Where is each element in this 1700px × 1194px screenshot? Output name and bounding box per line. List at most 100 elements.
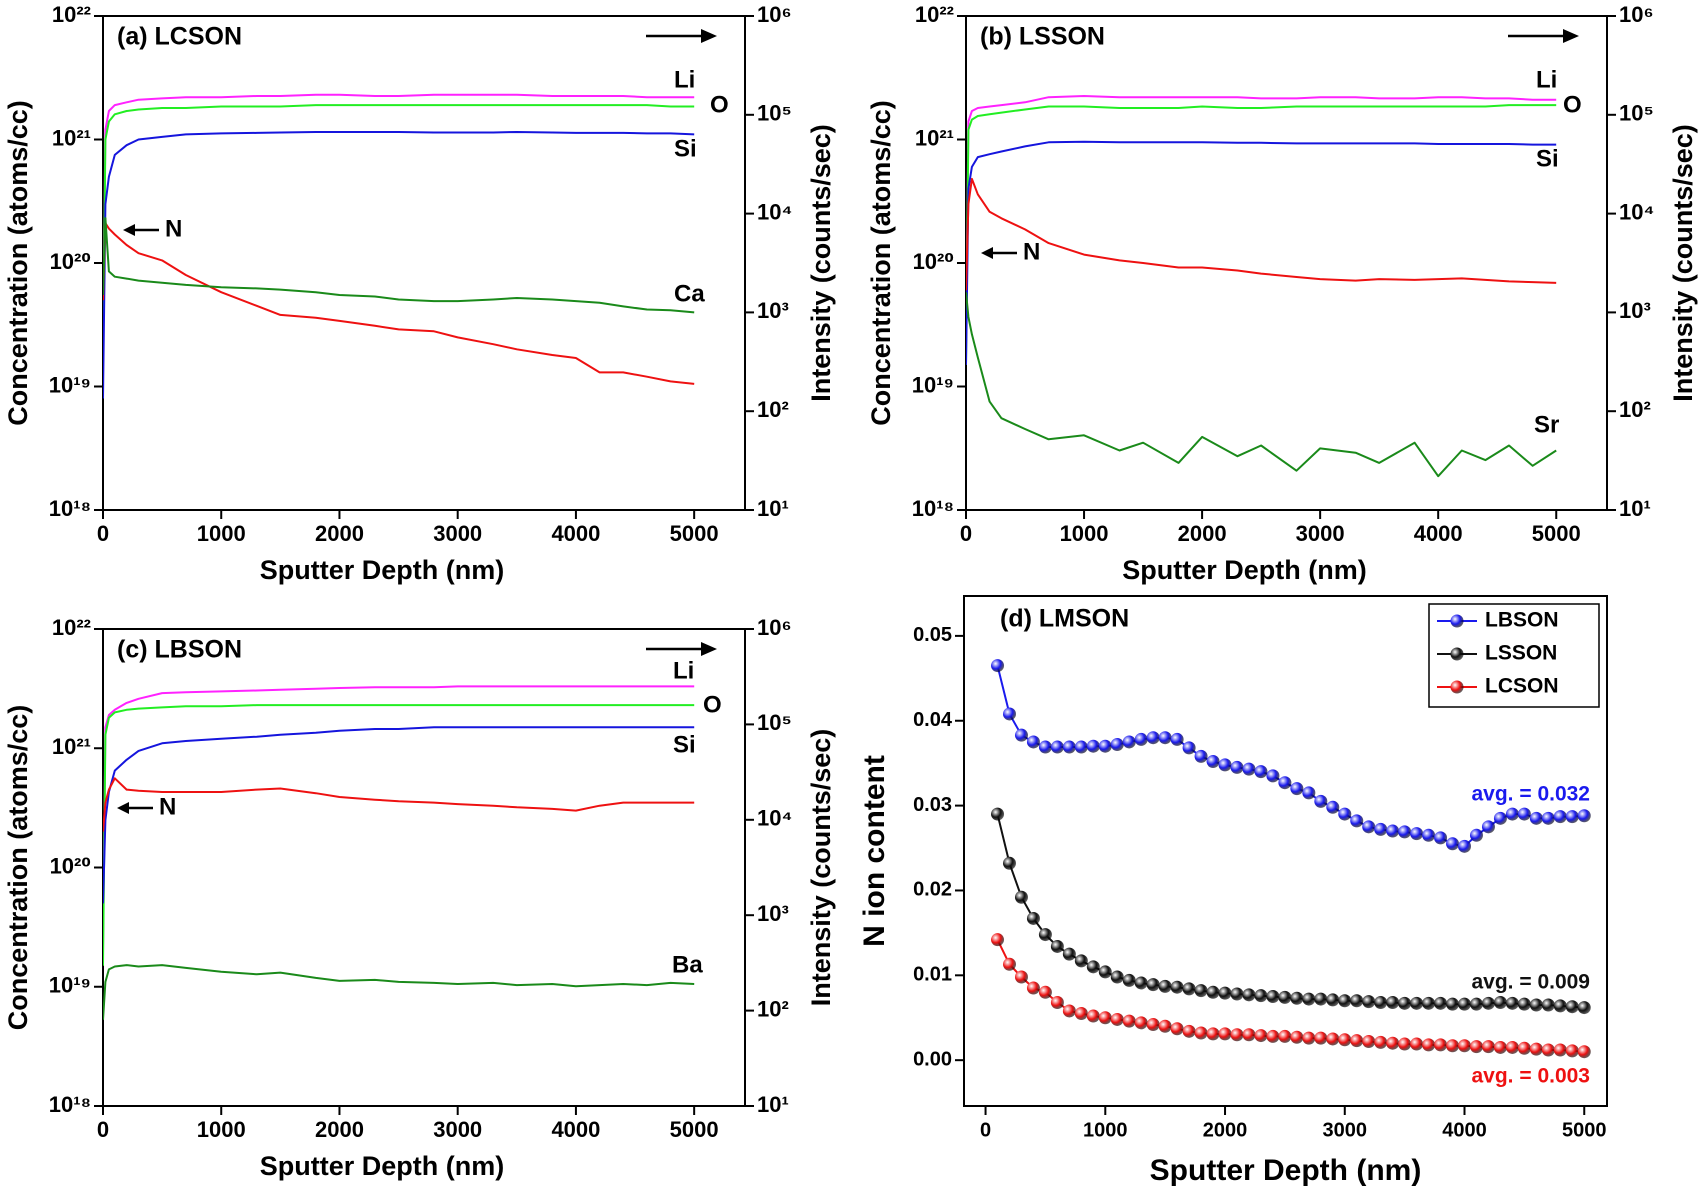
data-point <box>1338 994 1352 1008</box>
data-point <box>1230 987 1244 1001</box>
series-label: Li <box>673 657 694 684</box>
legend-label: LSSON <box>1485 642 1557 665</box>
data-point <box>1242 762 1256 776</box>
data-point <box>1469 1040 1483 1054</box>
plot-area <box>103 93 695 399</box>
y-axis-title: Concentration (atoms/cc) <box>3 705 33 1031</box>
data-point <box>1182 1024 1196 1038</box>
axis-arrow-head <box>1563 29 1579 43</box>
series-line <box>103 222 695 385</box>
legend-label: LCSON <box>1485 675 1559 698</box>
data-point <box>1469 997 1483 1011</box>
data-point <box>1458 1039 1472 1053</box>
data-point <box>1553 810 1567 824</box>
data-point <box>1529 998 1543 1012</box>
data-point <box>1122 1014 1136 1028</box>
series-line <box>103 685 695 951</box>
x-axis-title: Sputter Depth (nm) <box>1122 555 1366 585</box>
data-point <box>1434 996 1448 1010</box>
data-point <box>1410 1037 1424 1051</box>
data-point <box>1230 760 1244 774</box>
data-point <box>1517 807 1531 821</box>
y-tick-label: 10¹⁹ <box>912 372 954 397</box>
data-point <box>1242 1028 1256 1042</box>
data-point <box>1302 992 1316 1006</box>
x-tick-label: 3000 <box>433 1117 482 1142</box>
y2-axis-title: Intensity (counts/sec) <box>1668 124 1698 402</box>
y2-tick-label: 10² <box>757 996 789 1021</box>
data-point <box>1003 856 1017 870</box>
x-tick-label: 2000 <box>1203 1119 1248 1141</box>
data-point <box>1350 1034 1364 1048</box>
avg-annotation: avg. = 0.009 <box>1471 971 1590 994</box>
data-point <box>1434 1038 1448 1052</box>
data-point <box>1254 989 1268 1003</box>
y-tick-label: 0.01 <box>913 964 952 986</box>
data-point <box>1170 980 1184 994</box>
data-point <box>1074 954 1088 968</box>
data-point <box>1553 1043 1567 1057</box>
data-point <box>1014 970 1028 984</box>
series-label: N <box>165 215 182 242</box>
series-line <box>103 704 695 966</box>
y2-tick-label: 10⁴ <box>757 199 792 224</box>
data-point <box>1398 996 1412 1010</box>
avg-annotation: avg. = 0.003 <box>1471 1065 1590 1088</box>
data-point <box>1362 820 1376 834</box>
x-tick-label: 1000 <box>1083 1119 1128 1141</box>
data-point <box>1577 1001 1591 1015</box>
x-tick-label: 4000 <box>551 1117 600 1142</box>
data-point <box>1386 824 1400 838</box>
data-point <box>1194 749 1208 763</box>
data-point <box>1422 996 1436 1010</box>
data-point <box>1553 999 1567 1013</box>
label-arrow-head <box>123 224 135 236</box>
data-point <box>1134 732 1148 746</box>
y2-tick-label: 10¹ <box>757 1092 789 1117</box>
y-tick-label: 10²⁰ <box>913 249 954 274</box>
data-point <box>1254 765 1268 779</box>
series-label: Li <box>674 66 695 93</box>
series-line <box>103 964 695 1020</box>
data-point <box>1505 996 1519 1010</box>
data-point <box>1146 978 1160 992</box>
y-tick-label: 0.05 <box>913 624 952 646</box>
data-point <box>1038 928 1052 942</box>
data-point <box>1230 1028 1244 1042</box>
data-point <box>1146 731 1160 745</box>
data-point <box>1302 786 1316 800</box>
data-point <box>1398 825 1412 839</box>
data-point <box>1446 1039 1460 1053</box>
x-axis-title: Sputter Depth (nm) <box>260 1151 504 1181</box>
data-point <box>1242 988 1256 1002</box>
legend-marker <box>1450 647 1464 661</box>
data-point <box>1505 807 1519 821</box>
plot-area <box>966 95 1557 478</box>
y2-tick-label: 10² <box>757 397 789 422</box>
y2-tick-label: 10⁵ <box>1619 101 1654 126</box>
data-point <box>1170 1022 1184 1036</box>
y-tick-label: 10²⁰ <box>50 249 91 274</box>
series-line <box>966 95 1557 350</box>
axis-arrow-head <box>701 29 717 43</box>
data-point <box>1218 986 1232 1000</box>
data-point <box>1290 782 1304 796</box>
x-axis-title: Sputter Depth (nm) <box>1150 1154 1422 1187</box>
avg-annotation: avg. = 0.032 <box>1471 783 1590 806</box>
data-point <box>1290 1030 1304 1044</box>
x-tick-label: 1000 <box>1060 521 1109 546</box>
data-point <box>1038 740 1052 754</box>
y2-axis-title: Intensity (counts/sec) <box>806 124 836 402</box>
data-point <box>1362 995 1376 1009</box>
data-point <box>1410 996 1424 1010</box>
data-point <box>1410 827 1424 841</box>
series-line <box>966 104 1557 365</box>
y-tick-label: 10¹⁹ <box>49 372 91 397</box>
series-label: O <box>1563 91 1582 118</box>
x-tick-label: 3000 <box>1296 521 1345 546</box>
data-point <box>1158 979 1172 993</box>
y2-tick-label: 10⁵ <box>757 101 792 126</box>
series-line <box>966 177 1557 291</box>
panel: 0 1000 2000 3000 4000 5000 10¹⁸ 10¹⁹ 10²⁰ 10²¹ 10²… <box>866 2 1698 585</box>
